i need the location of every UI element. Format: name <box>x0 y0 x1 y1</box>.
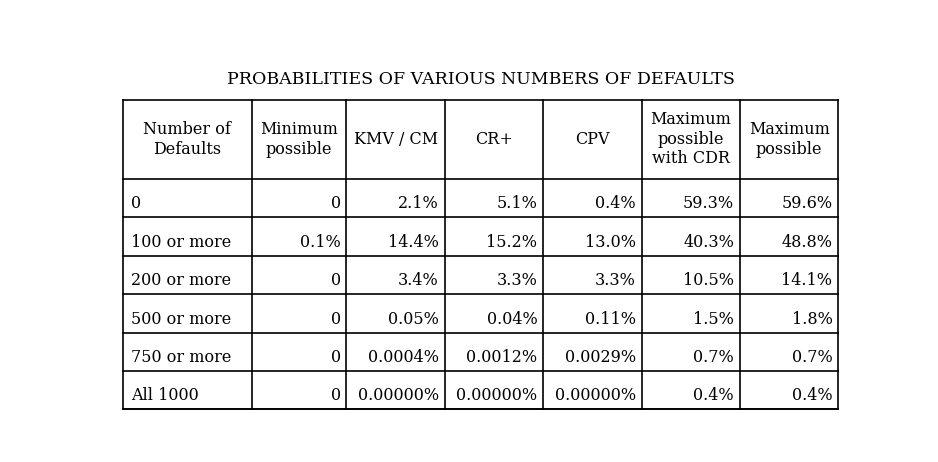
Text: 15.2%: 15.2% <box>486 234 537 251</box>
Text: 5.1%: 5.1% <box>496 195 537 213</box>
Text: 500 or more: 500 or more <box>130 310 231 328</box>
Text: 0: 0 <box>330 272 340 289</box>
Text: 1.5%: 1.5% <box>693 310 734 328</box>
Text: 13.0%: 13.0% <box>584 234 636 251</box>
Text: CR+: CR+ <box>475 131 513 148</box>
Text: 59.6%: 59.6% <box>781 195 833 213</box>
Text: 0.00000%: 0.00000% <box>554 388 636 404</box>
Text: 0.4%: 0.4% <box>595 195 636 213</box>
Text: 0.0004%: 0.0004% <box>368 349 439 366</box>
Text: Minimum
possible: Minimum possible <box>260 121 338 158</box>
Text: Maximum
possible
with CDR: Maximum possible with CDR <box>650 111 732 167</box>
Text: 3.4%: 3.4% <box>398 272 439 289</box>
Text: 14.4%: 14.4% <box>388 234 439 251</box>
Text: 0.7%: 0.7% <box>792 349 833 366</box>
Text: Number of
Defaults: Number of Defaults <box>144 121 232 158</box>
Text: KMV / CM: KMV / CM <box>354 131 438 148</box>
Text: 0: 0 <box>330 195 340 213</box>
Text: 3.3%: 3.3% <box>496 272 537 289</box>
Text: 0.05%: 0.05% <box>388 310 439 328</box>
Text: 0.0012%: 0.0012% <box>466 349 537 366</box>
Text: 1.8%: 1.8% <box>792 310 833 328</box>
Text: 10.5%: 10.5% <box>683 272 734 289</box>
Text: 59.3%: 59.3% <box>683 195 734 213</box>
Text: 14.1%: 14.1% <box>781 272 833 289</box>
Text: 0: 0 <box>330 349 340 366</box>
Text: 0.04%: 0.04% <box>487 310 537 328</box>
Text: 0.1%: 0.1% <box>300 234 340 251</box>
Text: 0.00000%: 0.00000% <box>357 388 439 404</box>
Text: 48.8%: 48.8% <box>781 234 833 251</box>
Text: 0: 0 <box>330 388 340 404</box>
Text: 0.4%: 0.4% <box>693 388 734 404</box>
Text: 2.1%: 2.1% <box>398 195 439 213</box>
Text: 0.0029%: 0.0029% <box>565 349 636 366</box>
Text: 0.7%: 0.7% <box>693 349 734 366</box>
Text: 40.3%: 40.3% <box>683 234 734 251</box>
Text: 0.00000%: 0.00000% <box>456 388 537 404</box>
Text: 0.11%: 0.11% <box>584 310 636 328</box>
Text: 750 or more: 750 or more <box>130 349 231 366</box>
Text: 200 or more: 200 or more <box>130 272 231 289</box>
Text: All 1000: All 1000 <box>130 388 199 404</box>
Text: 0.4%: 0.4% <box>792 388 833 404</box>
Text: PROBABILITIES OF VARIOUS NUMBERS OF DEFAULTS: PROBABILITIES OF VARIOUS NUMBERS OF DEFA… <box>227 72 734 88</box>
Text: 100 or more: 100 or more <box>130 234 231 251</box>
Text: CPV: CPV <box>575 131 610 148</box>
Text: Maximum
possible: Maximum possible <box>749 121 829 158</box>
Text: 0: 0 <box>130 195 141 213</box>
Text: 0: 0 <box>330 310 340 328</box>
Text: 3.3%: 3.3% <box>595 272 636 289</box>
